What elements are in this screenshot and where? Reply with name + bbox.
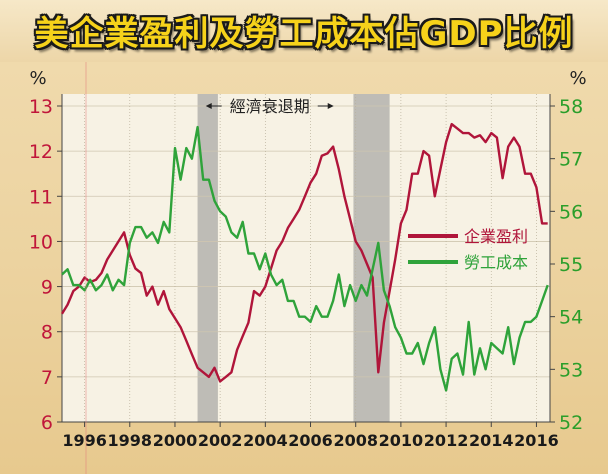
left-tick-label: 9 <box>41 277 53 299</box>
x-tick-label: 2016 <box>514 431 559 450</box>
x-tick-label: 2000 <box>153 431 198 450</box>
title-bar: 美企業盈利及勞工成本佔GDP比例 <box>0 0 608 62</box>
right-tick-label: 56 <box>559 201 583 223</box>
left-tick-label: 7 <box>41 367 53 389</box>
left-tick-label: 8 <box>41 322 53 344</box>
plot-area <box>62 94 550 422</box>
recession-label-arrowhead-left <box>205 103 212 109</box>
right-tick-label: 57 <box>559 149 583 171</box>
left-tick-label: 12 <box>29 141 53 163</box>
left-tick-label: 13 <box>29 96 53 118</box>
x-tick-label: 1996 <box>62 431 107 450</box>
recession-band-2 <box>353 94 390 422</box>
x-tick-label: 1998 <box>108 431 153 450</box>
x-tick-label: 2004 <box>243 431 288 450</box>
right-tick-label: 58 <box>559 96 583 118</box>
chart-title: 美企業盈利及勞工成本佔GDP比例 <box>34 14 574 54</box>
left-tick-label: 11 <box>29 186 53 208</box>
right-tick-label: 55 <box>559 254 583 276</box>
left-tick-label: 6 <box>41 412 53 434</box>
left-tick-label: 10 <box>29 231 53 253</box>
right-tick-label: 52 <box>559 412 583 434</box>
x-tick-label: 2014 <box>469 431 514 450</box>
legend-label: 企業盈利 <box>464 227 528 246</box>
legend-label: 勞工成本 <box>464 253 528 272</box>
right-axis-unit: % <box>569 68 586 89</box>
recession-band-1 <box>197 94 218 422</box>
series-line-labor <box>61 125 549 392</box>
left-axis-unit: % <box>29 68 46 89</box>
x-tick-label: 2010 <box>379 431 424 450</box>
x-tick-label: 2002 <box>198 431 243 450</box>
recession-label: 經濟衰退期 <box>230 97 310 116</box>
x-tick-label: 2008 <box>333 431 378 450</box>
series-line-profit <box>60 122 548 383</box>
recession-label-arrowhead-right <box>327 103 334 109</box>
x-tick-label: 2012 <box>424 431 469 450</box>
x-tick-label: 2006 <box>288 431 333 450</box>
right-tick-label: 53 <box>559 359 583 381</box>
right-tick-label: 54 <box>559 307 583 329</box>
